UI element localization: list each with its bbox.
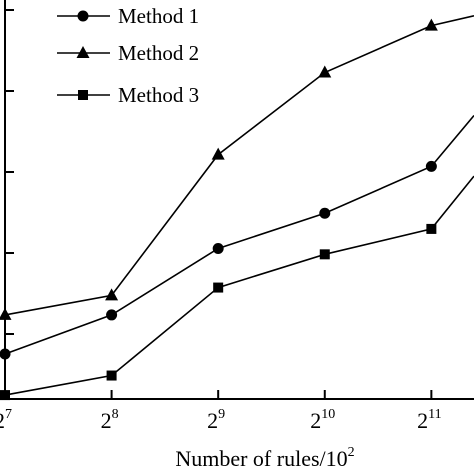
series-method-2 bbox=[0, 15, 474, 320]
data-point bbox=[211, 147, 225, 160]
chart-axes: 27 28 29 210 211 bbox=[0, 0, 474, 433]
series-line bbox=[4, 115, 474, 355]
data-point bbox=[0, 348, 11, 360]
x-tick-label: 211 bbox=[417, 407, 441, 433]
x-tick-label: 27 bbox=[0, 407, 12, 433]
x-tick-label: 29 bbox=[207, 407, 225, 433]
series-method-3 bbox=[0, 175, 474, 401]
legend-label: Method 2 bbox=[118, 41, 199, 65]
data-point bbox=[105, 288, 119, 301]
x-tick-label: 28 bbox=[101, 407, 119, 433]
legend-marker bbox=[76, 46, 90, 58]
data-point bbox=[425, 160, 437, 172]
legend-label: Method 3 bbox=[118, 83, 199, 107]
data-point bbox=[213, 282, 224, 293]
legend: Method 1 Method 2 Method 3 bbox=[57, 4, 199, 107]
legend-marker bbox=[77, 10, 89, 22]
legend-item: Method 2 bbox=[57, 41, 199, 65]
data-point bbox=[318, 65, 332, 78]
series-method-1 bbox=[0, 115, 474, 360]
data-point bbox=[106, 370, 117, 381]
data-point bbox=[0, 307, 12, 320]
data-point bbox=[212, 242, 224, 254]
data-point bbox=[319, 207, 331, 219]
x-tick-marks bbox=[4, 390, 433, 399]
x-tick-labels: 27 28 29 210 211 bbox=[0, 407, 442, 433]
series-line bbox=[4, 15, 474, 316]
x-axis-label: Number of rules/102 bbox=[175, 445, 354, 471]
data-point bbox=[0, 390, 10, 401]
x-tick-label: 210 bbox=[310, 407, 335, 433]
legend-marker bbox=[78, 90, 88, 100]
series-line bbox=[4, 175, 474, 396]
data-point bbox=[319, 249, 330, 260]
data-point bbox=[426, 223, 437, 234]
legend-label: Method 1 bbox=[118, 4, 199, 28]
legend-item: Method 1 bbox=[57, 4, 199, 28]
y-tick-marks bbox=[5, 9, 14, 335]
data-point bbox=[106, 309, 118, 321]
series-layer bbox=[0, 15, 474, 401]
data-point bbox=[424, 18, 438, 31]
legend-item: Method 3 bbox=[57, 83, 199, 107]
